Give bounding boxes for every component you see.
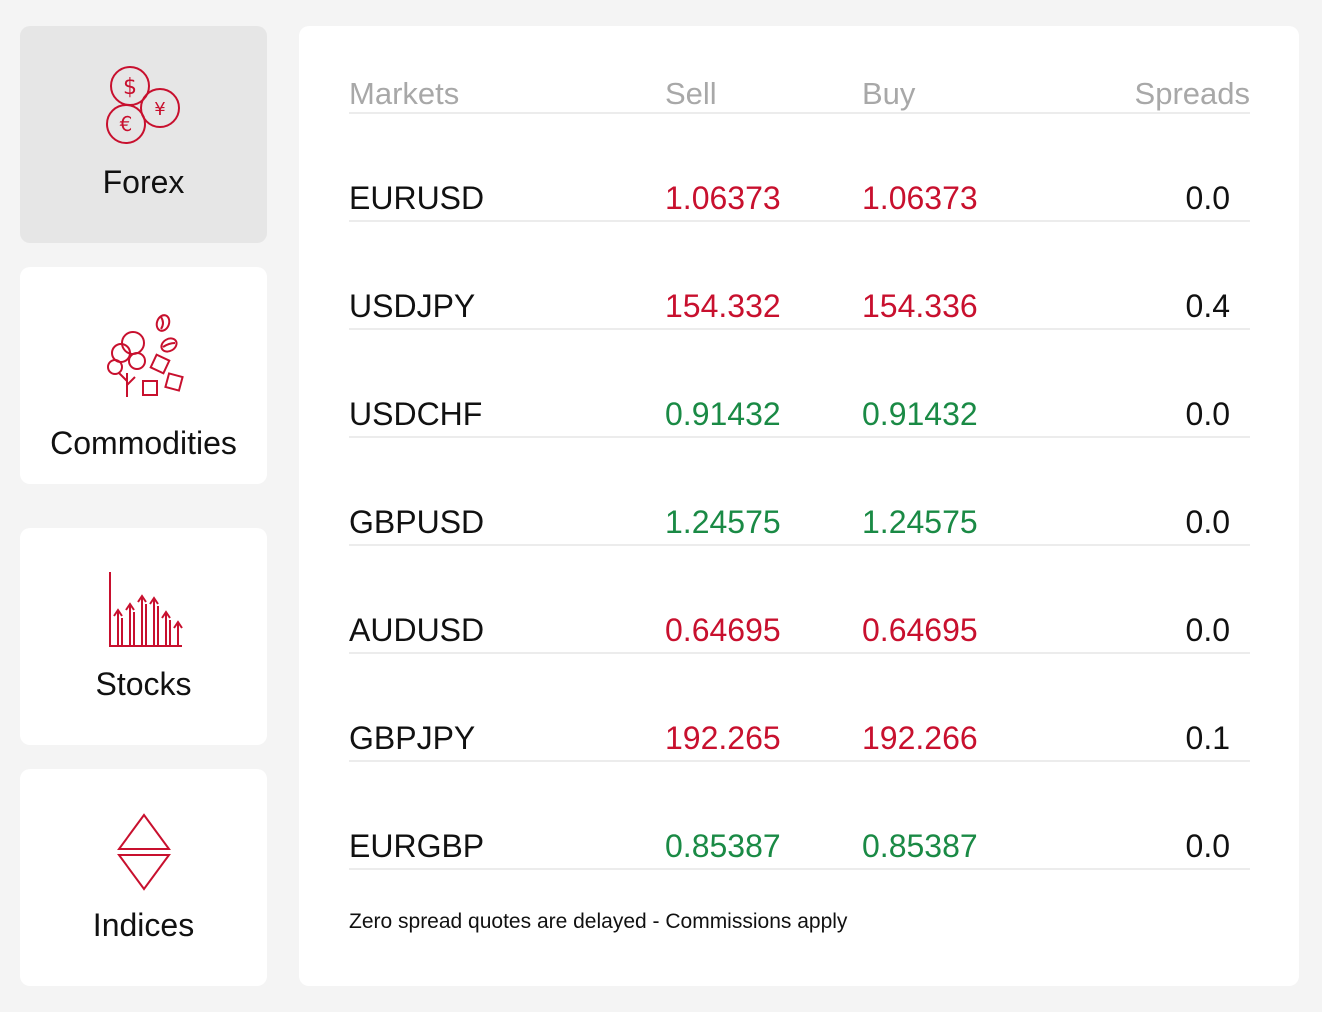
market-cell: GBPJPY <box>349 720 476 756</box>
buy-price-cell: 192.266 <box>862 720 978 756</box>
table-row[interactable]: GBPJPY 192.265 192.266 0.1 <box>349 654 1250 762</box>
stocks-chart-icon <box>20 572 267 648</box>
spread-cell: 0.0 <box>1185 612 1230 648</box>
market-cell: USDCHF <box>349 396 483 432</box>
buy-price-cell: 0.85387 <box>862 828 978 864</box>
table-row[interactable]: USDJPY 154.332 154.336 0.4 <box>349 222 1250 330</box>
spread-cell: 0.0 <box>1185 180 1230 216</box>
market-cell: EURUSD <box>349 180 485 216</box>
quotes-panel: Markets Sell Buy Spreads EURUSD 1.06373 1.… <box>299 26 1299 986</box>
quotes-table-body: EURUSD 1.06373 1.06373 0.0 USDJPY 154.332 154.… <box>349 114 1250 870</box>
sell-price-cell: 154.332 <box>665 288 781 324</box>
spread-cell: 0.0 <box>1185 396 1230 432</box>
sell-price-cell: 192.265 <box>665 720 781 756</box>
market-cell: GBPUSD <box>349 504 485 540</box>
table-row[interactable]: EURUSD 1.06373 1.06373 0.0 <box>349 114 1250 222</box>
table-row[interactable]: USDCHF 0.91432 0.91432 0.0 <box>349 330 1250 438</box>
svg-text:$: $ <box>123 75 137 100</box>
sell-price-cell: 1.24575 <box>665 504 781 540</box>
category-stocks[interactable]: Stocks <box>20 528 267 745</box>
spread-cell: 0.4 <box>1185 288 1230 324</box>
svg-text:€: € <box>119 112 132 136</box>
buy-price-cell: 0.64695 <box>862 612 978 648</box>
sell-price-cell: 0.64695 <box>665 612 781 648</box>
up-down-triangles-icon <box>20 813 267 891</box>
footnote: Zero spread quotes are delayed - Commiss… <box>349 910 848 933</box>
table-row[interactable]: GBPUSD 1.24575 1.24575 0.0 <box>349 438 1250 546</box>
buy-price-cell: 154.336 <box>862 288 978 324</box>
spread-cell: 0.0 <box>1185 828 1230 864</box>
sell-price-cell: 0.85387 <box>665 828 781 864</box>
category-label: Indices <box>92 907 195 943</box>
category-label: Stocks <box>95 666 192 702</box>
category-label: Forex <box>102 164 185 200</box>
buy-price-cell: 1.24575 <box>862 504 978 540</box>
buy-price-cell: 1.06373 <box>862 180 978 216</box>
spread-cell: 0.1 <box>1185 720 1230 756</box>
category-indices[interactable]: Indices <box>20 769 267 986</box>
category-label: Commodities <box>50 425 237 461</box>
svg-text:¥: ¥ <box>154 99 165 120</box>
buy-price-cell: 0.91432 <box>862 396 978 432</box>
table-row[interactable]: EURGBP 0.85387 0.85387 0.0 <box>349 762 1250 870</box>
sell-price-cell: 0.91432 <box>665 396 781 432</box>
header-buy: Buy <box>862 76 916 111</box>
market-cell: USDJPY <box>349 288 476 324</box>
header-spreads: Spreads <box>1134 76 1250 111</box>
sell-price-cell: 1.06373 <box>665 180 781 216</box>
currency-coins-icon: $ ¥ € <box>20 64 267 148</box>
market-cell: AUDUSD <box>349 612 485 648</box>
spread-cell: 0.0 <box>1185 504 1230 540</box>
category-commodities[interactable]: Commodities <box>20 267 267 484</box>
category-forex[interactable]: $ ¥ € Forex <box>20 26 267 243</box>
table-header: Markets Sell Buy Spreads <box>349 76 1250 114</box>
header-markets: Markets <box>349 76 460 111</box>
header-sell: Sell <box>665 76 717 111</box>
commodities-icon <box>20 313 267 403</box>
table-row[interactable]: AUDUSD 0.64695 0.64695 0.0 <box>349 546 1250 654</box>
market-cell: EURGBP <box>349 828 485 864</box>
